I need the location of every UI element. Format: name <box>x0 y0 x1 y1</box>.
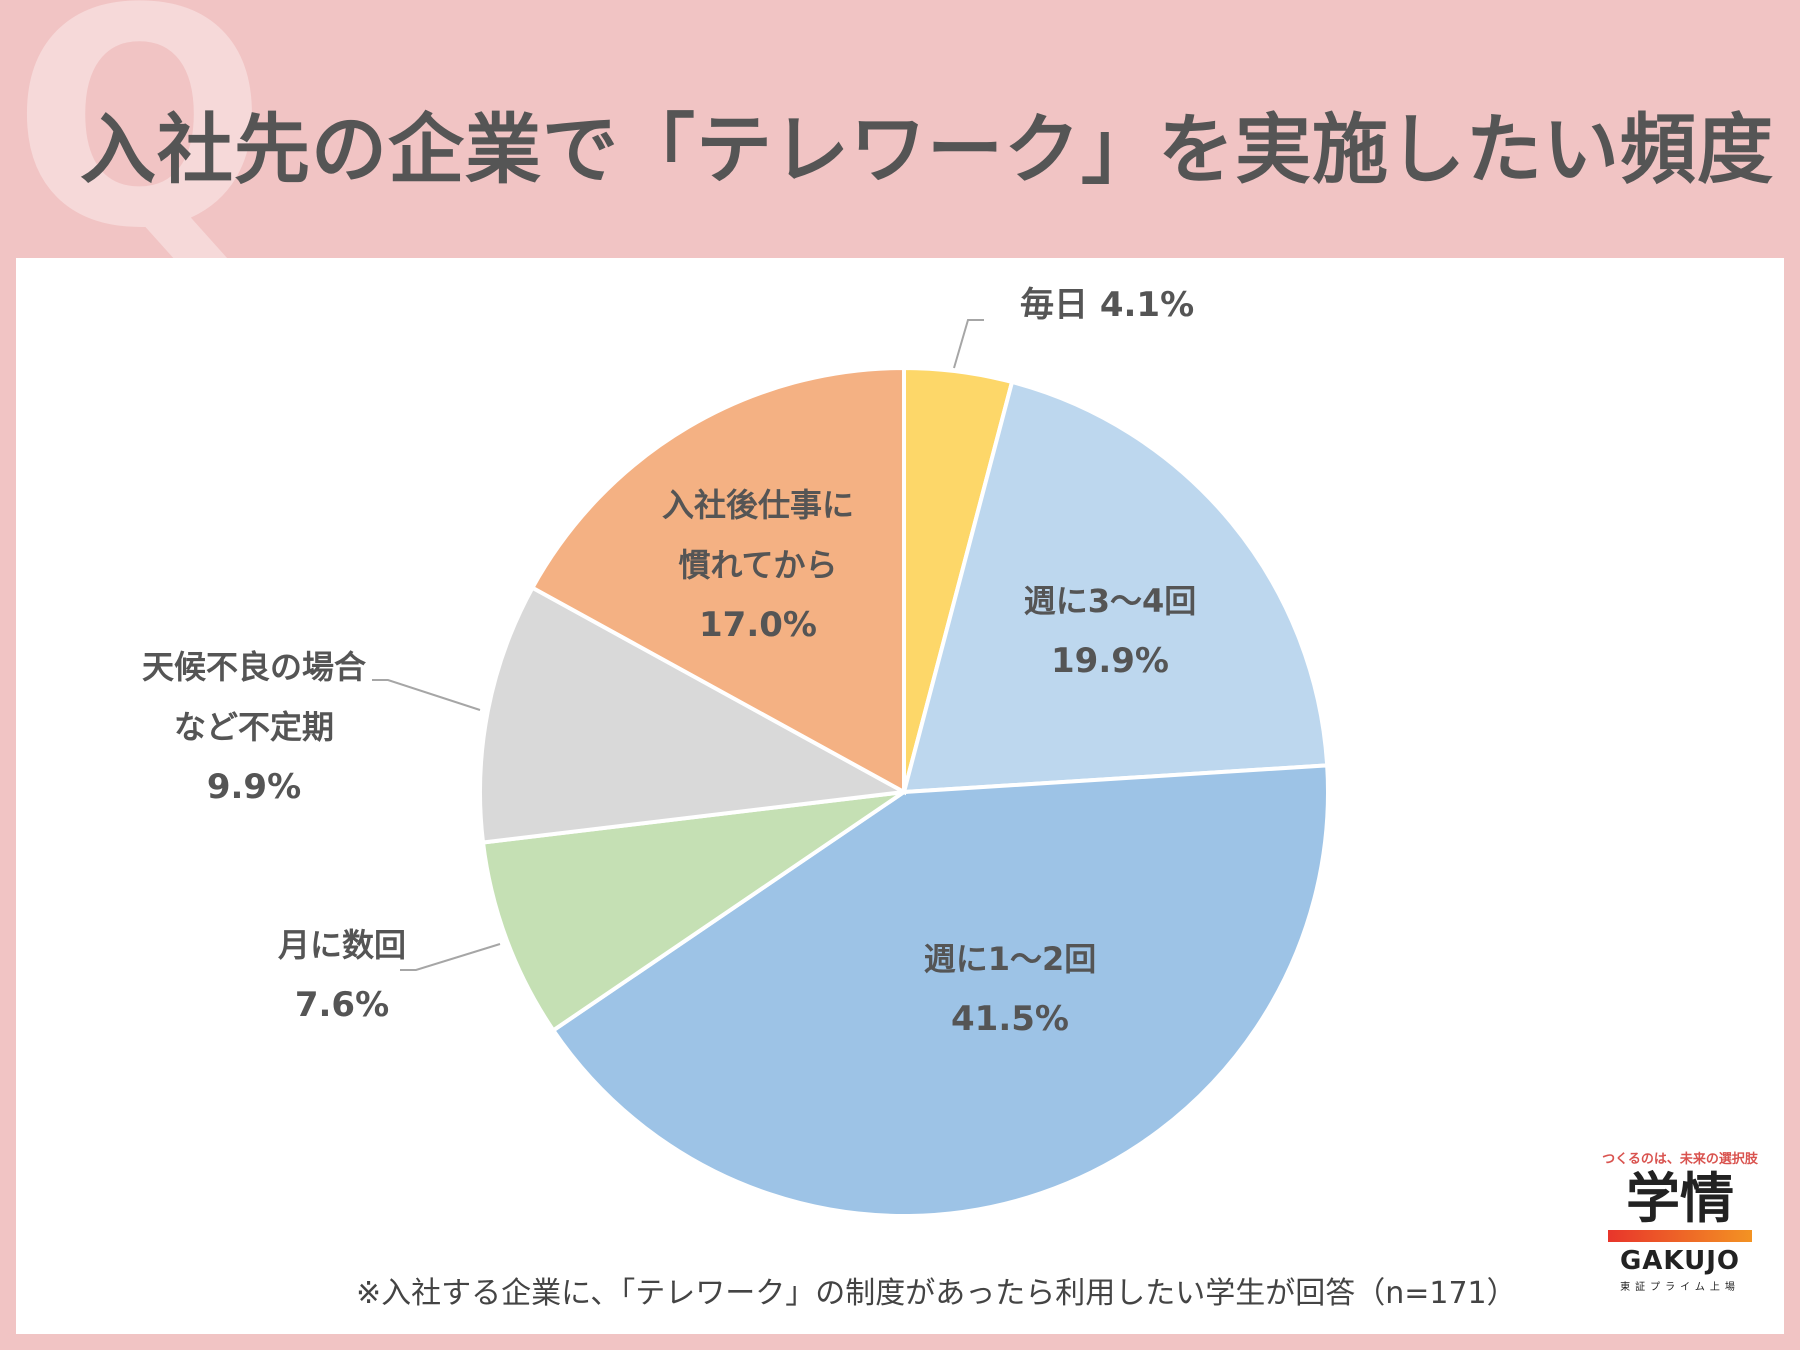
data-label-after-name1: 入社後仕事に <box>662 486 854 524</box>
logo-tagline: つくるのは、未来の選択肢 <box>1602 1152 1758 1167</box>
data-label-irregular-value: 9.9% <box>207 767 301 807</box>
data-label-monthly-name: 月に数回 <box>278 926 406 964</box>
data-label-irregular-name2: など不定期 <box>174 708 334 746</box>
page-title: 入社先の企業で「テレワーク」を実施したい頻度 <box>80 105 1774 194</box>
logo-kanji: 学情 <box>1626 1167 1734 1230</box>
logo-sub: 東証プライム上場 <box>1620 1281 1740 1293</box>
pie-slice-after <box>529 365 906 796</box>
data-label-irregular-name1: 天候不良の場合 <box>142 648 366 686</box>
data-label-w34-value: 19.9% <box>1051 641 1169 681</box>
leader-line-monthly <box>400 943 501 971</box>
data-label-monthly-value: 7.6% <box>295 985 389 1025</box>
gakujo-logo: つくるのは、未来の選択肢 学情 GAKUJO 東証プライム上場 <box>1590 1148 1770 1293</box>
logo-roman: GAKUJO <box>1619 1245 1741 1276</box>
leader-line-irregular <box>372 679 481 711</box>
footnote: ※入社する企業に、「テレワーク」の制度があったら利用したい学生が回答（n=171… <box>356 1276 1517 1311</box>
pie-slice-w34 <box>901 379 1330 795</box>
decorative-q-letter: Q <box>12 0 268 294</box>
data-label-after-value: 17.0% <box>699 605 817 645</box>
pie-slice-monthly <box>480 790 906 1034</box>
logo-color-bar <box>1608 1229 1752 1242</box>
data-label-w12-name: 週に1～2回 <box>924 940 1097 978</box>
data-label-after-name2: 慣れてから <box>678 546 837 584</box>
data-label-daily: 毎日 4.1% <box>1020 285 1194 325</box>
leader-line-daily <box>953 319 984 369</box>
data-label-w34-name: 週に3～4回 <box>1024 582 1197 620</box>
data-label-w12-value: 41.5% <box>951 999 1069 1039</box>
pie-slice-irregular <box>478 585 911 845</box>
pie-slice-w12 <box>550 763 1330 1218</box>
